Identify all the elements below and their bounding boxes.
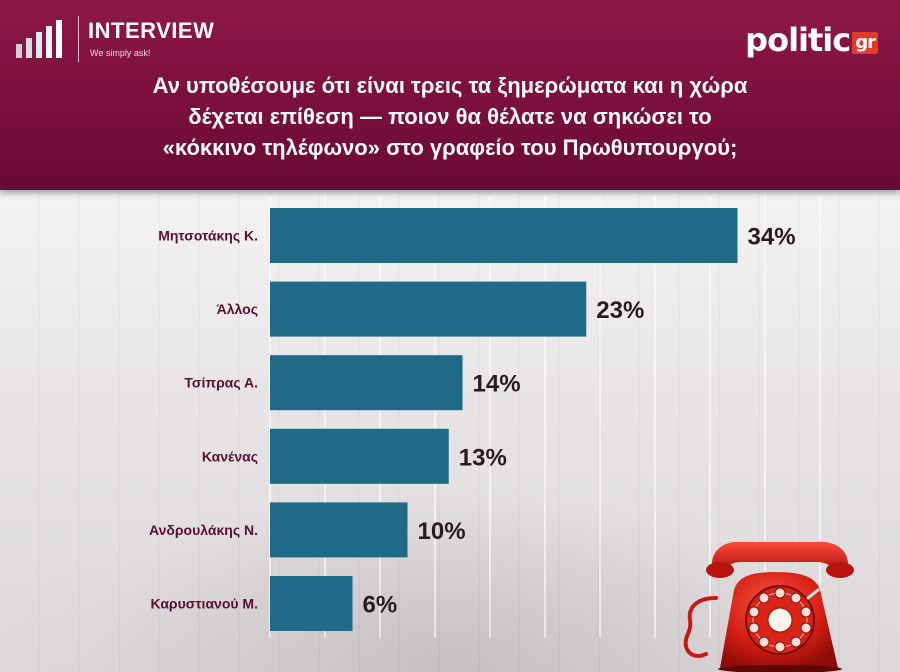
bar	[270, 576, 353, 631]
brand-divider	[78, 16, 79, 62]
politic-gr-logo: politic gr	[745, 20, 878, 60]
value-label: 23%	[596, 297, 644, 324]
bar-chart: Μητσοτάκης Κ. Άλλος Τσίπρας Α. Κανένας Ανδρο…	[149, 196, 821, 638]
interview-logo: INTERVIEW We simply ask!	[14, 14, 214, 64]
politic-logo-suffix: gr	[852, 32, 878, 54]
question-line-2: δέχεται επίθεση — ποιον θα θέλατε να σηκ…	[188, 104, 712, 129]
value-label: 6%	[363, 592, 398, 619]
value-label: 34%	[748, 224, 796, 251]
header-banner: INTERVIEW We simply ask! politic gr Αν υπ…	[0, 0, 900, 190]
brand-tagline: We simply ask!	[90, 48, 151, 58]
bars-logo-icon	[16, 20, 62, 58]
value-label: 13%	[459, 444, 507, 471]
bar	[270, 502, 408, 558]
bar	[270, 281, 587, 337]
value-label: 10%	[418, 518, 466, 545]
category-label: Άλλος	[217, 301, 258, 317]
category-label: Ανδρουλάκης Ν.	[149, 522, 258, 538]
question-title: Αν υποθέσουμε ότι είναι τρεις τα ξημερώμ…	[60, 70, 840, 163]
politic-logo-text: politic	[745, 21, 851, 59]
bar	[270, 428, 449, 484]
bars	[270, 208, 738, 631]
brand-name: INTERVIEW	[88, 18, 215, 43]
bar	[270, 355, 463, 411]
question-line-1: Αν υποθέσουμε ότι είναι τρεις τα ξημερώμ…	[152, 73, 748, 98]
background	[0, 190, 900, 672]
red-telephone-icon	[683, 541, 854, 672]
category-labels: Μητσοτάκης Κ. Άλλος Τσίπρας Α. Κανένας Ανδρο…	[149, 228, 258, 612]
bar	[270, 208, 738, 263]
value-label: 14%	[473, 371, 521, 398]
grid-lines	[269, 196, 821, 638]
category-label: Μητσοτάκης Κ.	[158, 228, 258, 244]
question-line-3: «κόκκινο τηλέφωνο» στο γραφείο του Πρωθυ…	[162, 135, 738, 160]
category-label: Τσίπρας Α.	[184, 375, 258, 391]
category-label: Καρυστιανού Μ.	[151, 596, 258, 612]
category-label: Κανένας	[202, 448, 258, 464]
value-labels: 34% 23% 14% 13% 10% 6%	[363, 224, 796, 619]
